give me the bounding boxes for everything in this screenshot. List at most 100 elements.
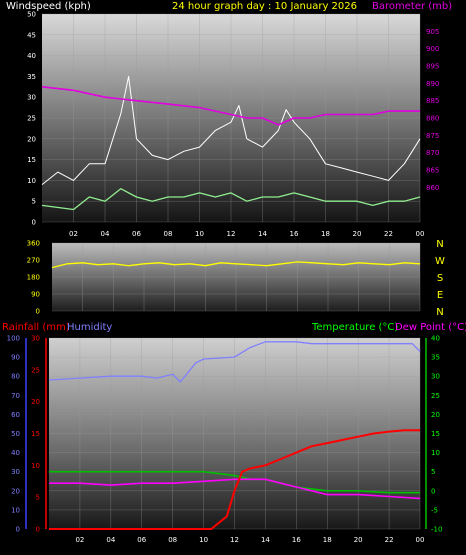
barometer-tick-label: 875 — [426, 132, 439, 140]
windspeed-average-line — [41, 188, 421, 211]
windspeed-tick-label: 20 — [27, 135, 36, 143]
humidity-tick-label: 30 — [11, 468, 20, 476]
time-tick-label: 10 — [199, 536, 208, 544]
windspeed-tick-label: 40 — [27, 52, 36, 60]
barometer-tick-label: 865 — [426, 167, 439, 175]
time-tick-label: 22 — [384, 230, 393, 238]
time-tick-label: 10 — [195, 230, 204, 238]
temperature-tick-label: -10 — [431, 526, 442, 534]
rainfall-tick-label: 10 — [31, 462, 40, 470]
time-tick-label: 16 — [292, 536, 301, 544]
barometer-tick-label: 890 — [426, 80, 439, 88]
windspeed-tick-label: 5 — [32, 198, 36, 206]
windspeed-tick-label: 45 — [27, 31, 36, 39]
barometer-tick-label: 880 — [426, 115, 439, 123]
windspeed-axis-label: Windspeed (kph) — [6, 1, 91, 12]
rainfall-axis-label: Rainfall (mm) — [2, 322, 70, 333]
humidity-axis-label: Humidity — [67, 322, 112, 333]
windspeed-tick-label: 50 — [27, 11, 36, 19]
windspeed-gust-line — [41, 75, 421, 185]
time-tick-label: 02 — [75, 536, 84, 544]
rainfall-line — [49, 429, 420, 530]
time-tick-label: 20 — [354, 536, 363, 544]
barometer-tick-label: 900 — [426, 45, 439, 53]
time-tick-label: 06 — [132, 230, 141, 238]
time-tick-label: 16 — [290, 230, 299, 238]
windspeed-tick-label: 15 — [27, 156, 36, 164]
time-tick-label: 00 — [416, 230, 425, 238]
humidity-tick-label: 70 — [11, 392, 20, 400]
temperature-tick-label: 30 — [431, 373, 440, 381]
time-tick-label: 02 — [69, 230, 78, 238]
direction-ticks: 0 90 180 270 360 — [27, 240, 40, 316]
time-ticks-top: 02 04 06 08 10 12 14 16 18 20 22 00 — [69, 230, 424, 238]
barometer-tick-label: 870 — [426, 149, 439, 157]
time-tick-label: 12 — [227, 230, 236, 238]
windspeed-ticks: 0 5 10 15 20 25 30 35 40 45 50 — [27, 11, 36, 227]
temperature-tick-label: 40 — [431, 335, 440, 343]
windspeed-tick-label: 30 — [27, 94, 36, 102]
direction-tick-label: 180 — [27, 274, 40, 282]
barometer-tick-label: 895 — [426, 63, 439, 71]
compass-letter: W — [435, 256, 445, 267]
temperature-tick-label: 10 — [431, 449, 440, 457]
barometer-tick-label: 860 — [426, 184, 439, 192]
rain-humidity-temp-panel: 0102030405060708090100051015202530-10-50… — [7, 335, 443, 545]
rainfall-tick-label: 20 — [31, 398, 40, 406]
direction-tick-label: 360 — [27, 240, 40, 248]
direction-series — [51, 261, 421, 269]
humidity-tick-label: 50 — [11, 430, 20, 438]
humidity-tick-label: 20 — [11, 487, 20, 495]
wind-series — [41, 75, 421, 211]
compass-letter: N — [436, 307, 443, 318]
barometer-tick-label: 905 — [426, 28, 439, 36]
temperature-tick-label: 5 — [431, 468, 435, 476]
rainfall-tick-label: 15 — [31, 430, 40, 438]
rainfall-tick-label: 0 — [36, 526, 40, 534]
temperature-tick-label: 15 — [431, 430, 440, 438]
time-tick-label: 14 — [261, 536, 270, 544]
direction-tick-label: 0 — [36, 308, 40, 316]
temperature-tick-label: 25 — [431, 392, 440, 400]
temperature-tick-label: 20 — [431, 411, 440, 419]
temperature-tick-label: 35 — [431, 354, 440, 362]
time-tick-label: 18 — [321, 230, 330, 238]
time-tick-label: 20 — [353, 230, 362, 238]
rain-humidity-temp-ticks: 0 10 20 30 40 50 60 70 80 90 100 0 5 10 15 20 25 30 -10 -5 0… — [7, 335, 443, 534]
humidity-tick-label: 60 — [11, 411, 20, 419]
compass-letter: S — [437, 273, 443, 284]
direction-tick-label: 270 — [27, 257, 40, 265]
time-tick-label: 06 — [137, 536, 146, 544]
temperature-axis-label: Temperature (°C) — [311, 322, 398, 333]
windspeed-tick-label: 35 — [27, 73, 36, 81]
rainfall-tick-label: 30 — [31, 335, 40, 343]
humidity-tick-label: 40 — [11, 449, 20, 457]
temperature-tick-label: -5 — [431, 506, 438, 514]
time-tick-label: 04 — [106, 536, 115, 544]
dewpoint-line — [49, 478, 421, 500]
barometer-ticks: 860 865 870 875 880 885 890 895 900 905 — [426, 28, 439, 192]
rainfall-tick-label: 25 — [31, 366, 40, 374]
humidity-tick-label: 80 — [11, 373, 20, 381]
humidity-tick-label: 10 — [11, 506, 20, 514]
time-tick-label: 12 — [230, 536, 239, 544]
windspeed-tick-label: 10 — [27, 177, 36, 185]
direction-plot-grid — [52, 242, 421, 312]
humidity-tick-label: 90 — [11, 354, 20, 362]
wind-direction-line — [51, 261, 421, 269]
compass-letter: E — [437, 290, 443, 301]
dewpoint-axis-label: Dew Point (°C) — [395, 322, 466, 333]
time-tick-label: 08 — [164, 230, 173, 238]
compass-letter: N — [436, 239, 443, 250]
rainfall-tick-label: 5 — [36, 494, 40, 502]
time-tick-label: 18 — [323, 536, 332, 544]
humidity-tick-label: 0 — [16, 526, 20, 534]
time-tick-label: 00 — [416, 536, 425, 544]
barometer-line — [41, 86, 420, 126]
time-tick-label: 08 — [168, 536, 177, 544]
barometer-tick-label: 885 — [426, 97, 439, 105]
